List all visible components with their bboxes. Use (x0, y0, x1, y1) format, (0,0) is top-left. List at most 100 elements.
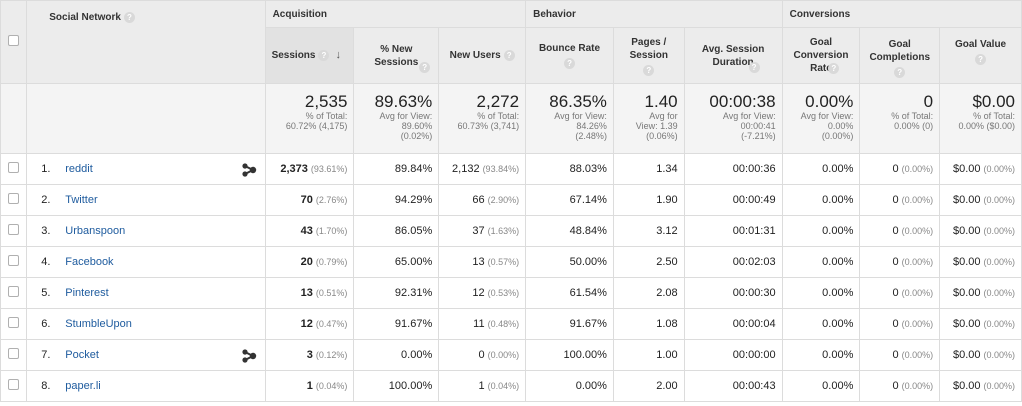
col-header-new-users[interactable]: New Users? (438, 27, 527, 84)
social-network-link[interactable]: Pinterest (65, 287, 109, 299)
row-checkbox[interactable] (8, 379, 20, 390)
social-network-link[interactable]: reddit (65, 163, 93, 175)
cell-new-users: 2,132 (93.84%) (438, 153, 527, 185)
col-header-pages-session[interactable]: Pages / Session? (612, 27, 685, 84)
total-goal-value: $0.00% of Total: 0.00% ($0.00) (939, 83, 1022, 154)
col-header-goal-completions[interactable]: Goal Completions? (859, 27, 941, 84)
table-row: 2. Twitter 70 (2.76%) 94.29% 66 (2.90%) 67.14% 1… (0, 184, 1022, 216)
hub-activity-icon[interactable] (241, 163, 257, 177)
col-header-sessions[interactable]: Sessions? ↓ (264, 27, 355, 84)
cell-sessions: 12 (0.47%) (264, 308, 355, 340)
row-checkbox[interactable] (8, 224, 20, 235)
cell-goal-conversion-rate: 0.00% (781, 339, 861, 371)
col-header-avg-duration[interactable]: Avg. Session Duration? (683, 27, 783, 84)
social-network-link[interactable]: Urbanspoon (65, 225, 126, 237)
total-pages-session: 1.40 Avg for View: 1.39 (0.06%) (612, 83, 685, 154)
row-select-cell[interactable] (0, 184, 28, 216)
row-checkbox[interactable] (8, 286, 20, 297)
cell-goal-completions: 0 (0.00%) (859, 153, 941, 185)
cell-goal-conversion-rate: 0.00% (781, 153, 861, 185)
help-icon[interactable]: ? (748, 62, 760, 73)
cell-goal-value: $0.00 (0.00%) (939, 215, 1022, 247)
select-all-cell[interactable] (0, 0, 28, 84)
cell-goal-value: $0.00 (0.00%) (939, 308, 1022, 340)
row-select-cell[interactable] (0, 308, 28, 340)
cell-goal-conversion-rate: 0.00% (781, 215, 861, 247)
cell-goal-completions: 0 (0.00%) (859, 277, 941, 309)
group-conversions: Conversions (781, 0, 1022, 28)
cell-new-users: 11 (0.48%) (438, 308, 527, 340)
cell-pages-session: 1.08 (612, 308, 685, 340)
help-icon[interactable]: ? (564, 58, 576, 69)
cell-goal-completions: 0 (0.00%) (859, 308, 941, 340)
cell-bounce-rate: 61.54% (525, 277, 614, 309)
cell-bounce-rate: 88.03% (525, 153, 614, 185)
row-checkbox[interactable] (8, 317, 20, 328)
row-social-network: 3. Urbanspoon (26, 215, 266, 247)
social-network-link[interactable]: Facebook (65, 256, 114, 268)
cell-new-sessions: 86.05% (353, 215, 440, 247)
social-network-link[interactable]: Pocket (65, 349, 99, 361)
cell-new-sessions: 0.00% (353, 339, 440, 371)
cell-goal-value: $0.00 (0.00%) (939, 153, 1022, 185)
table-row: 3. Urbanspoon 43 (1.70%) 86.05% 37 (1.63%) 48.8… (0, 215, 1022, 247)
row-checkbox[interactable] (8, 348, 20, 359)
help-icon[interactable]: ? (975, 54, 987, 65)
row-select-cell[interactable] (0, 215, 28, 247)
col-header-new-sessions[interactable]: % New Sessions? (353, 27, 440, 84)
help-icon[interactable]: ? (894, 67, 906, 78)
social-network-link[interactable]: Twitter (65, 194, 98, 206)
cell-goal-completions: 0 (0.00%) (859, 246, 941, 278)
row-index: 4. (41, 256, 51, 268)
row-index: 2. (41, 194, 51, 206)
row-social-network: 1. reddit (26, 153, 266, 185)
row-social-network: 8. paper.li (26, 370, 266, 402)
help-icon[interactable]: ? (123, 11, 135, 23)
cell-avg-duration: 00:00:49 (683, 184, 783, 216)
row-checkbox[interactable] (8, 255, 20, 266)
cell-goal-conversion-rate: 0.00% (781, 277, 861, 309)
select-all-checkbox[interactable] (8, 35, 20, 46)
help-icon[interactable]: ? (503, 49, 515, 61)
table-row: 8. paper.li 1 (0.04%) 100.00% 1 (0.04%) 0.00% 2.… (0, 370, 1022, 402)
row-social-network: 5. Pinterest (26, 277, 266, 309)
cell-pages-session: 2.50 (612, 246, 685, 278)
cell-goal-completions: 0 (0.00%) (859, 184, 941, 216)
total-bounce-rate: 86.35% Avg for View: 84.26% (2.48%) (525, 83, 614, 154)
cell-bounce-rate: 67.14% (525, 184, 614, 216)
row-select-cell[interactable] (0, 277, 28, 309)
row-select-cell[interactable] (0, 246, 28, 278)
cell-avg-duration: 00:00:30 (683, 277, 783, 309)
hub-activity-icon[interactable] (241, 349, 257, 363)
cell-sessions: 43 (1.70%) (264, 215, 355, 247)
cell-goal-conversion-rate: 0.00% (781, 370, 861, 402)
cell-bounce-rate: 48.84% (525, 215, 614, 247)
cell-goal-completions: 0 (0.00%) (859, 339, 941, 371)
cell-bounce-rate: 91.67% (525, 308, 614, 340)
cell-pages-session: 2.00 (612, 370, 685, 402)
row-index: 6. (41, 318, 51, 330)
sort-down-arrow-icon[interactable]: ↓ (335, 49, 341, 61)
help-icon[interactable]: ? (419, 62, 431, 73)
help-icon[interactable]: ? (643, 64, 655, 76)
cell-pages-session: 3.12 (612, 215, 685, 247)
row-select-cell[interactable] (0, 153, 28, 185)
table-row: 6. StumbleUpon 12 (0.47%) 91.67% 11 (0.48%) 91.… (0, 308, 1022, 340)
col-header-goal-conversion-rate[interactable]: Goal Conversion Rate? (781, 27, 861, 84)
cell-new-users: 13 (0.57%) (438, 246, 527, 278)
social-network-link[interactable]: paper.li (65, 380, 101, 392)
social-network-link[interactable]: StumbleUpon (65, 318, 132, 330)
cell-goal-conversion-rate: 0.00% (781, 246, 861, 278)
col-header-goal-value[interactable]: Goal Value? (939, 27, 1022, 84)
help-icon[interactable]: ? (318, 49, 330, 61)
col-header-bounce-rate[interactable]: Bounce Rate? (525, 27, 614, 84)
cell-new-sessions: 92.31% (353, 277, 440, 309)
row-select-cell[interactable] (0, 339, 28, 371)
cell-pages-session: 2.08 (612, 277, 685, 309)
help-icon[interactable]: ? (828, 63, 840, 74)
row-checkbox[interactable] (8, 162, 20, 173)
row-checkbox[interactable] (8, 193, 20, 204)
row-select-cell[interactable] (0, 370, 28, 402)
col-header-social-network[interactable]: Social Network? (26, 0, 266, 84)
